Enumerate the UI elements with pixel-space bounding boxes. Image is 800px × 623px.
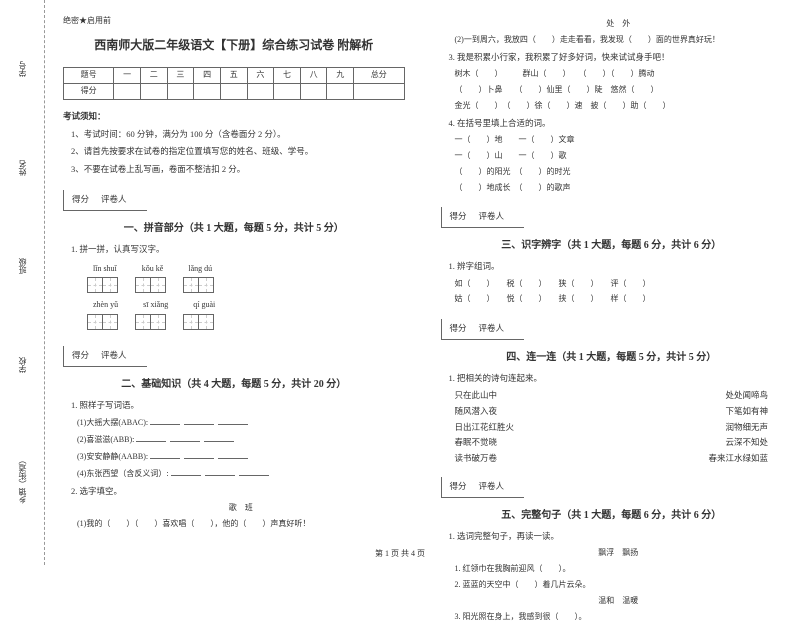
poem-pair: 随风潜入夜下笔如有神 [455, 405, 769, 419]
sub-item: 1. 红领巾在我胸前迎风（ ）。 [455, 563, 783, 576]
page-footer: 第 1 页 共 4 页 [0, 548, 800, 559]
question: 1. 选词完整句子，再读一读。 [449, 530, 783, 544]
word-choice: 歌 班 [77, 502, 405, 515]
notice-title: 考试须知： [63, 110, 405, 124]
sub-item: 树木（ ） 群山（ ） （ ）（ ）腾动 [455, 68, 783, 81]
question: 1. 辨字组词。 [449, 260, 783, 274]
notice-item: 2、请首先按要求在试卷的指定位置填写您的姓名、班级、学号。 [71, 145, 405, 159]
sub-item: 一（ ）山 一（ ）歌 [455, 150, 783, 163]
sub-item: (2)喜滋滋(ABB): [77, 433, 405, 447]
poem-pair: 读书破万卷春来江水绿如蓝 [455, 452, 769, 466]
notice-item: 1、考试时间：60 分钟，满分为 100 分（含卷面分 2 分）。 [71, 128, 405, 142]
notice-item: 3、不要在试卷上乱写画，卷面不整洁扣 2 分。 [71, 163, 405, 177]
question: 1. 拼一拼，认真写汉字。 [71, 243, 405, 257]
section-title: 三、识字辨字（共 1 大题，每题 6 分，共计 6 分） [441, 238, 783, 254]
sub-item: (1)我的（ ）（ ）喜欢唱（ ），他的（ ）声真好听！ [77, 518, 405, 531]
sub-item: (1)大摇大摆(ABAC): [77, 416, 405, 430]
section-title: 四、连一连（共 1 大题，每题 5 分，共计 5 分） [441, 350, 783, 366]
sub-item: (2)一到周六，我放四（ ）走走看看，我发现（ ）面的世界真好玩！ [455, 34, 783, 47]
question: 3. 我是积累小行家，我积累了好多好词，快来试试身手吧！ [449, 51, 783, 65]
question: 1. 照样子写词语。 [71, 399, 405, 413]
sub-item: (4)东张西望（含反义词）: [77, 467, 405, 481]
pinyin-row: zhèn yǔsī xiǎngqí guài [93, 299, 405, 312]
question: 1. 把相关的诗句连起来。 [449, 372, 783, 386]
binding-margin: 学号 姓名 班级 学校 乡镇（街道） [0, 0, 45, 565]
bind-label: 姓名 [17, 160, 28, 176]
bind-label: 班级 [17, 258, 28, 274]
score-box: 得分评卷人 [441, 207, 525, 228]
bind-label: 学号 [17, 61, 28, 77]
poem-pair: 日出江花红胜火润物细无声 [455, 421, 769, 435]
sub-item: (3)安安静静(AABB): [77, 450, 405, 464]
sub-item: 金光（ ） （ ）徐（ ）速 披（ ）助（ ） [455, 100, 783, 113]
table-row: 题号一二三四五六七八九总分 [64, 67, 405, 83]
sub-item: （ ）卜鼻 （ ）仙里（ ）陡 悠然（ ） [455, 84, 783, 97]
sub-item: （ ）的阳光 （ ）的时光 [455, 166, 783, 179]
poem-pair: 只在此山中处处闻啼鸟 [455, 389, 769, 403]
score-box: 得分评卷人 [63, 346, 147, 367]
tianzige-row [88, 314, 405, 330]
score-box: 得分评卷人 [63, 190, 147, 211]
word-choice: 处 外 [455, 18, 783, 31]
poem-pair: 春眠不觉晓云深不知处 [455, 436, 769, 450]
table-row: 得分 [64, 83, 405, 99]
score-box: 得分评卷人 [441, 319, 525, 340]
question: 2. 选字填空。 [71, 485, 405, 499]
right-column: 处 外 (2)一到周六，我放四（ ）走走看看，我发现（ ）面的世界真好玩！ 3.… [423, 0, 800, 565]
bind-label: 学校 [17, 357, 28, 373]
bind-label: 乡镇（街道） [17, 456, 28, 504]
section-title: 一、拼音部分（共 1 大题，每题 5 分，共计 5 分） [63, 221, 405, 237]
columns: 绝密★启用前 西南师大版二年级语文【下册】综合练习试卷 附解析 题号一二三四五六… [45, 0, 800, 565]
left-column: 绝密★启用前 西南师大版二年级语文【下册】综合练习试卷 附解析 题号一二三四五六… [45, 0, 423, 565]
sub-item: 3. 阳光照在身上，我感到很（ ）。 [455, 611, 783, 623]
tianzige-row [88, 277, 405, 293]
word-choice: 温和 温暖 [455, 595, 783, 608]
sub-item: 姑（ ） 悦（ ） 挟（ ） 样（ ） [455, 293, 783, 306]
sub-item: （ ）地成长 （ ）的歌声 [455, 182, 783, 195]
page-container: 学号 姓名 班级 学校 乡镇（街道） 绝密★启用前 西南师大版二年级语文【下册】… [0, 0, 800, 565]
question: 4. 在括号里填上合适的词。 [449, 117, 783, 131]
score-box: 得分评卷人 [441, 477, 525, 498]
sub-item: 2. 蓝蓝的天空中（ ）着几片云朵。 [455, 579, 783, 592]
score-table: 题号一二三四五六七八九总分 得分 [63, 67, 405, 100]
seal-text: 绝密★启用前 [63, 15, 405, 28]
section-title: 二、基础知识（共 4 大题，每题 5 分，共计 20 分） [63, 377, 405, 393]
pinyin-row: lǐn shuǐkǒu kělǎng dú [93, 263, 405, 276]
exam-title: 西南师大版二年级语文【下册】综合练习试卷 附解析 [63, 36, 405, 55]
sub-item: 如（ ） 税（ ） 狭（ ） 评（ ） [455, 278, 783, 291]
sub-item: 一（ ）地 一（ ）文章 [455, 134, 783, 147]
section-title: 五、完整句子（共 1 大题，每题 6 分，共计 6 分） [441, 508, 783, 524]
